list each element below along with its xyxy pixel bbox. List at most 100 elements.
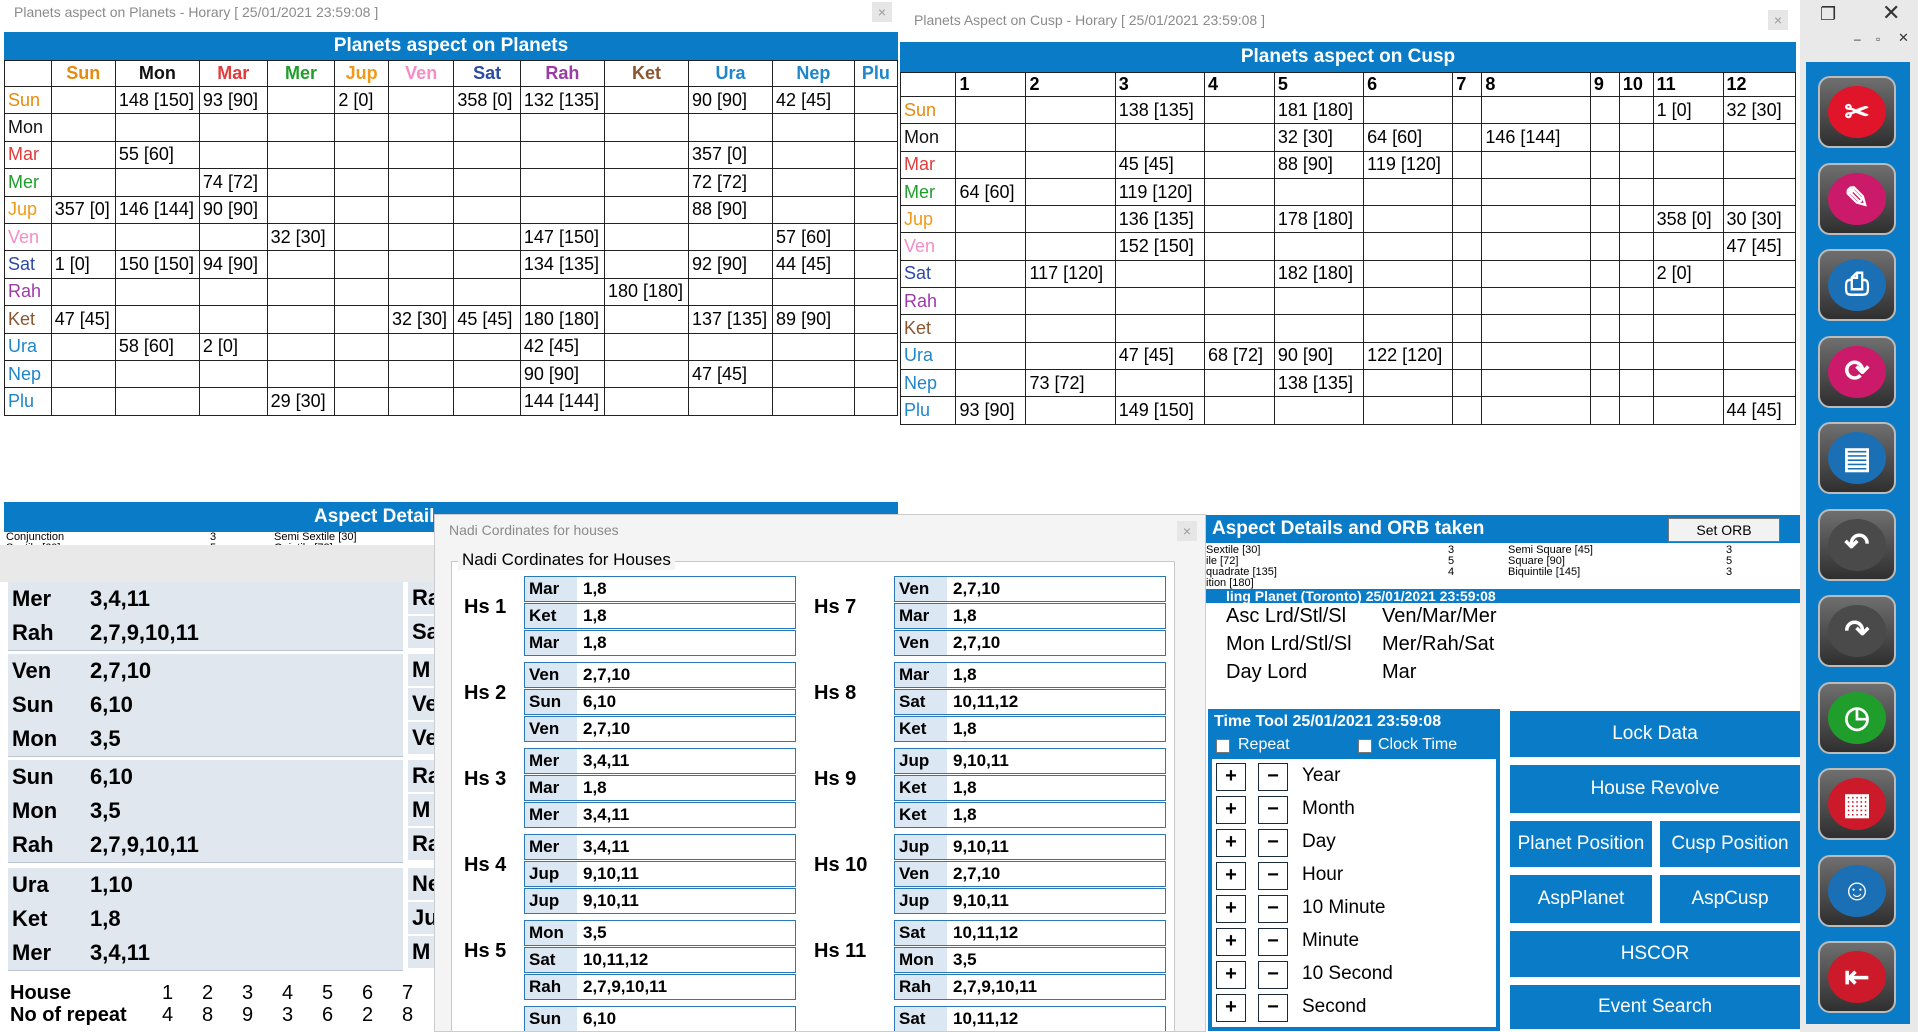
decrement-button[interactable]: −: [1258, 928, 1288, 956]
repeat-count: 2: [362, 1004, 374, 1026]
nadi-row: Ket 1,8: [894, 802, 1166, 828]
group-icon[interactable]: ☺: [1818, 854, 1896, 927]
close-icon[interactable]: ×: [1177, 521, 1197, 541]
increment-button[interactable]: +: [1216, 796, 1246, 824]
aspect-cell: [266, 168, 336, 197]
time-unit-row: + − Day: [1212, 827, 1496, 857]
maximize-icon[interactable]: ▫: [1876, 32, 1881, 46]
decrement-button[interactable]: −: [1258, 994, 1288, 1022]
aspect-cell: [1203, 123, 1275, 152]
aspect-cell: 47 [45]: [687, 359, 774, 389]
nadi-value: 1,8: [953, 803, 1165, 827]
time-unit-label: Second: [1302, 996, 1367, 1017]
increment-button[interactable]: +: [1216, 829, 1246, 857]
aspect-cell: [1618, 314, 1654, 343]
aspect-cell: 1 [0]: [50, 250, 116, 279]
row-planet-label: Nep: [900, 368, 957, 398]
increment-button[interactable]: +: [1216, 961, 1246, 989]
increment-button[interactable]: +: [1216, 928, 1246, 956]
redo-icon[interactable]: ↷: [1818, 595, 1896, 667]
nadi-value: 9,10,11: [953, 835, 1165, 859]
aspect-cell: [1025, 287, 1116, 316]
aspect-cell: [334, 195, 390, 224]
aspect-cell: 147 [150]: [519, 222, 605, 252]
decrement-button[interactable]: −: [1258, 763, 1288, 791]
nadi-planet: Jup: [895, 889, 947, 913]
nadi-planet: Mon: [895, 948, 947, 972]
increment-button[interactable]: +: [1216, 862, 1246, 890]
nadi-planet: Mar: [895, 663, 947, 687]
refresh-icon[interactable]: ⟳: [1818, 335, 1896, 408]
repeat-checkbox[interactable]: [1216, 739, 1230, 753]
event-search-button[interactable]: Event Search: [1508, 983, 1800, 1031]
nadi-window: Nadi Cordinates for houses × Nadi Cordin…: [434, 514, 1206, 1032]
edit-icon[interactable]: ✎: [1818, 162, 1896, 235]
aspect-text: Biquintile [145]: [1508, 566, 1581, 578]
close-icon[interactable]: ×: [872, 2, 892, 22]
aspect-cell: [1618, 95, 1654, 125]
aspect-cell: [955, 123, 1027, 152]
nadi-row: Ven 2,7,10: [894, 630, 1166, 656]
house-number-label: Hs 4: [464, 854, 507, 876]
nadi-value: 1,8: [90, 906, 121, 931]
decrement-button[interactable]: −: [1258, 796, 1288, 824]
aspect-cell: [1618, 205, 1654, 234]
aspect-cell: 2 [0]: [334, 85, 390, 115]
restore-icon[interactable]: ❐: [1820, 4, 1837, 24]
increment-button[interactable]: +: [1216, 895, 1246, 923]
aspect-cell: [1618, 341, 1654, 370]
column-header: Jup: [334, 60, 390, 87]
nadi-planet: Sun: [12, 764, 54, 789]
tools-icon[interactable]: ✂: [1818, 76, 1896, 148]
aspect-cell: [1618, 150, 1654, 179]
report-icon[interactable]: ▤: [1818, 422, 1896, 494]
cusp-position-button[interactable]: Cusp Position: [1658, 819, 1800, 869]
lock-data-button[interactable]: Lock Data: [1508, 709, 1800, 759]
asp-cusp-button[interactable]: AspCusp: [1658, 873, 1800, 925]
aspect-cell: [1618, 177, 1654, 207]
nadi-planet: Ven: [12, 658, 52, 683]
minimize-icon[interactable]: ‒: [1854, 32, 1861, 46]
aspect-cell: [266, 359, 336, 389]
clock-time-checkbox[interactable]: [1358, 739, 1372, 753]
time-unit-row: + −10 Second: [1212, 959, 1496, 989]
nadi-planet: Mon: [12, 798, 58, 823]
aspect-cell: 178 [180]: [1273, 205, 1365, 234]
nadi-window-title: Nadi Cordinates for houses: [435, 515, 1205, 545]
exit-icon[interactable]: ⇤: [1818, 941, 1896, 1013]
nadi-planet: Rah: [12, 832, 54, 857]
close-icon[interactable]: ×: [1768, 10, 1788, 30]
print-icon[interactable]: ⎙: [1818, 249, 1896, 321]
increment-button[interactable]: +: [1216, 994, 1246, 1022]
aspect-cell: 29 [30]: [266, 387, 336, 416]
aspect-cell: [603, 359, 690, 389]
aspect-cell: [955, 95, 1027, 125]
close-icon[interactable]: ✕: [1882, 0, 1901, 25]
aspect-cell: [1363, 368, 1454, 398]
nadi-value: 2,7,10: [953, 577, 1165, 601]
asp-planet-button[interactable]: AspPlanet: [1508, 873, 1654, 925]
calendar-icon[interactable]: ▦: [1818, 768, 1896, 840]
clock-icon-glyph: ◷: [1828, 691, 1886, 744]
decrement-button[interactable]: −: [1258, 961, 1288, 989]
column-header: Ven: [388, 60, 455, 87]
undo-icon[interactable]: ↶: [1818, 508, 1896, 581]
house-revolve-button[interactable]: House Revolve: [1508, 763, 1800, 815]
decrement-button[interactable]: −: [1258, 862, 1288, 890]
hscor-button[interactable]: HSCOR: [1508, 929, 1800, 979]
decrement-button[interactable]: −: [1258, 895, 1288, 923]
nadi-planet: Sun: [525, 690, 577, 714]
aspect-cell: 136 [135]: [1114, 205, 1205, 234]
clock-icon[interactable]: ◷: [1818, 681, 1896, 754]
aspect-cell: 89 [90]: [772, 305, 855, 334]
nadi-value: 10,11,12: [583, 948, 795, 972]
aspect-cell: [1363, 177, 1454, 207]
increment-button[interactable]: +: [1216, 763, 1246, 791]
set-orb-button[interactable]: Set ORB: [1668, 518, 1780, 542]
table-row: Rah 180 [180]: [4, 277, 899, 307]
aspect-cell: [388, 195, 455, 224]
decrement-button[interactable]: −: [1258, 829, 1288, 857]
close-small-icon[interactable]: ✕: [1898, 30, 1909, 45]
planet-position-button[interactable]: Planet Position: [1508, 819, 1654, 869]
aspect-cell: 117 [120]: [1025, 259, 1116, 289]
